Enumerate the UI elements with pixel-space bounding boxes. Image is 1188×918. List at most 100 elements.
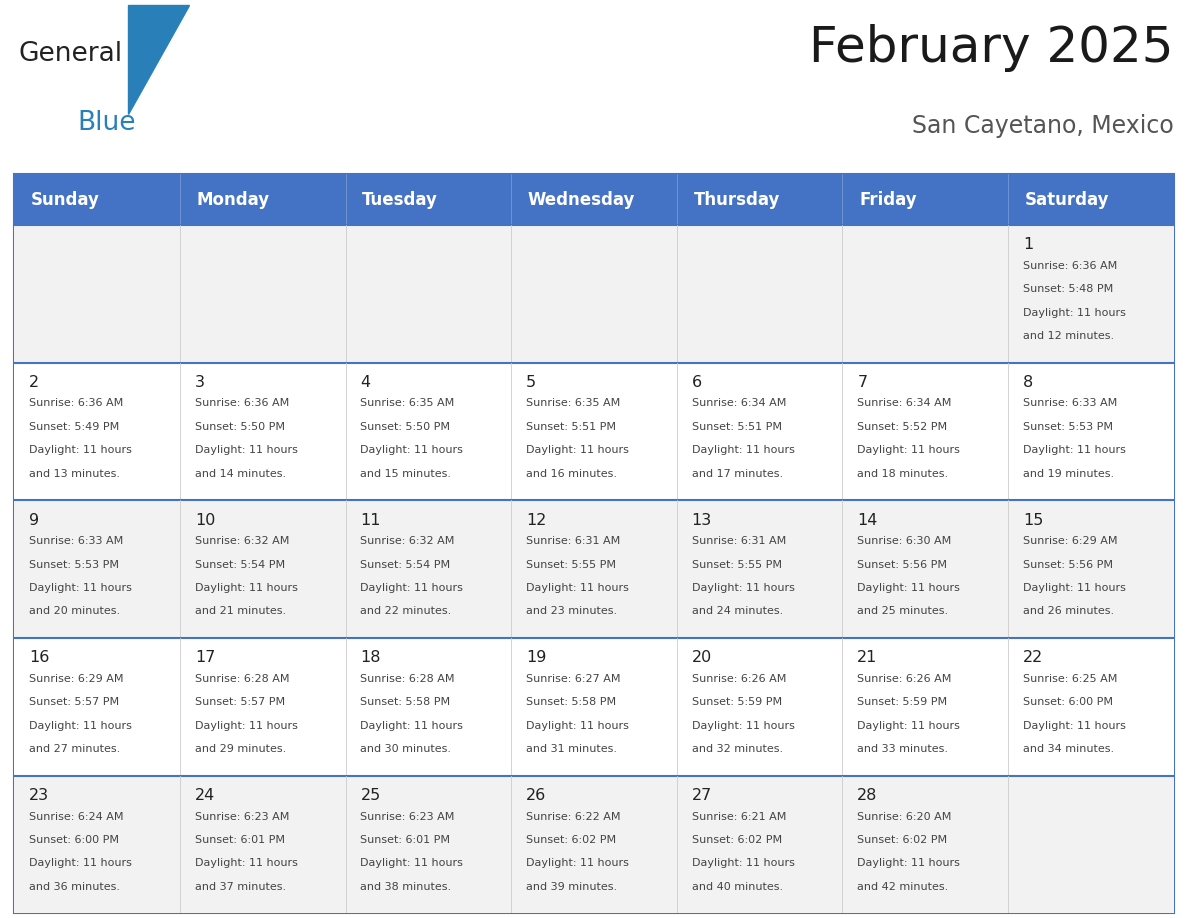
Text: Daylight: 11 hours: Daylight: 11 hours <box>30 445 132 455</box>
Text: Sunset: 5:51 PM: Sunset: 5:51 PM <box>526 422 617 431</box>
Text: 5: 5 <box>526 375 536 390</box>
Text: San Cayetano, Mexico: San Cayetano, Mexico <box>912 114 1174 138</box>
Text: and 38 minutes.: and 38 minutes. <box>360 881 451 891</box>
Text: Daylight: 11 hours: Daylight: 11 hours <box>360 583 463 593</box>
FancyBboxPatch shape <box>14 776 1174 913</box>
Text: and 39 minutes.: and 39 minutes. <box>526 881 618 891</box>
Text: Sunset: 5:54 PM: Sunset: 5:54 PM <box>360 559 450 569</box>
Text: and 20 minutes.: and 20 minutes. <box>30 606 120 616</box>
Text: and 14 minutes.: and 14 minutes. <box>195 468 286 478</box>
Text: 25: 25 <box>360 788 380 803</box>
Text: Sunset: 5:54 PM: Sunset: 5:54 PM <box>195 559 285 569</box>
Text: Sunset: 6:01 PM: Sunset: 6:01 PM <box>360 835 450 845</box>
Text: and 22 minutes.: and 22 minutes. <box>360 606 451 616</box>
Text: Sunrise: 6:31 AM: Sunrise: 6:31 AM <box>526 536 620 546</box>
Text: Friday: Friday <box>859 191 917 208</box>
Text: 21: 21 <box>858 650 878 666</box>
Text: and 34 minutes.: and 34 minutes. <box>1023 744 1114 754</box>
Text: 11: 11 <box>360 512 381 528</box>
Text: and 26 minutes.: and 26 minutes. <box>1023 606 1114 616</box>
Text: 23: 23 <box>30 788 49 803</box>
Text: Sunrise: 6:33 AM: Sunrise: 6:33 AM <box>1023 398 1117 409</box>
Text: Daylight: 11 hours: Daylight: 11 hours <box>30 858 132 868</box>
Text: Daylight: 11 hours: Daylight: 11 hours <box>30 721 132 731</box>
Text: February 2025: February 2025 <box>809 25 1174 73</box>
Text: Sunset: 6:00 PM: Sunset: 6:00 PM <box>30 835 119 845</box>
Text: and 13 minutes.: and 13 minutes. <box>30 468 120 478</box>
Text: 4: 4 <box>360 375 371 390</box>
Text: Sunset: 5:58 PM: Sunset: 5:58 PM <box>526 698 617 707</box>
Text: Daylight: 11 hours: Daylight: 11 hours <box>526 858 628 868</box>
Text: and 19 minutes.: and 19 minutes. <box>1023 468 1114 478</box>
Text: and 33 minutes.: and 33 minutes. <box>858 744 948 754</box>
Text: Sunrise: 6:21 AM: Sunrise: 6:21 AM <box>691 812 786 822</box>
Text: Daylight: 11 hours: Daylight: 11 hours <box>195 445 298 455</box>
Text: Sunrise: 6:36 AM: Sunrise: 6:36 AM <box>195 398 289 409</box>
Text: Daylight: 11 hours: Daylight: 11 hours <box>691 721 795 731</box>
Text: and 16 minutes.: and 16 minutes. <box>526 468 617 478</box>
Text: Sunset: 5:53 PM: Sunset: 5:53 PM <box>30 559 119 569</box>
Text: and 40 minutes.: and 40 minutes. <box>691 881 783 891</box>
Text: Sunrise: 6:26 AM: Sunrise: 6:26 AM <box>691 674 786 684</box>
Text: 22: 22 <box>1023 650 1043 666</box>
Text: Daylight: 11 hours: Daylight: 11 hours <box>526 721 628 731</box>
Text: Sunrise: 6:34 AM: Sunrise: 6:34 AM <box>691 398 786 409</box>
FancyBboxPatch shape <box>14 225 1174 363</box>
Text: 15: 15 <box>1023 512 1043 528</box>
Text: Sunset: 5:56 PM: Sunset: 5:56 PM <box>858 559 947 569</box>
Text: Sunday: Sunday <box>31 191 100 208</box>
Text: Sunset: 5:58 PM: Sunset: 5:58 PM <box>360 698 450 707</box>
FancyBboxPatch shape <box>14 363 1174 500</box>
Text: 8: 8 <box>1023 375 1034 390</box>
Text: Daylight: 11 hours: Daylight: 11 hours <box>360 858 463 868</box>
Polygon shape <box>128 6 189 114</box>
Text: Sunset: 6:02 PM: Sunset: 6:02 PM <box>858 835 948 845</box>
Text: Sunset: 6:02 PM: Sunset: 6:02 PM <box>691 835 782 845</box>
Text: Sunset: 5:55 PM: Sunset: 5:55 PM <box>691 559 782 569</box>
Text: 7: 7 <box>858 375 867 390</box>
Text: 28: 28 <box>858 788 878 803</box>
Text: Daylight: 11 hours: Daylight: 11 hours <box>691 583 795 593</box>
Text: and 17 minutes.: and 17 minutes. <box>691 468 783 478</box>
Text: Sunset: 6:01 PM: Sunset: 6:01 PM <box>195 835 285 845</box>
Text: Sunset: 5:55 PM: Sunset: 5:55 PM <box>526 559 617 569</box>
Text: and 21 minutes.: and 21 minutes. <box>195 606 286 616</box>
Text: Daylight: 11 hours: Daylight: 11 hours <box>195 721 298 731</box>
Text: Monday: Monday <box>196 191 270 208</box>
Text: Sunset: 5:57 PM: Sunset: 5:57 PM <box>30 698 119 707</box>
Text: Daylight: 11 hours: Daylight: 11 hours <box>1023 308 1126 318</box>
Text: Sunrise: 6:29 AM: Sunrise: 6:29 AM <box>30 674 124 684</box>
Text: 20: 20 <box>691 650 712 666</box>
Text: 17: 17 <box>195 650 215 666</box>
Text: 1: 1 <box>1023 237 1034 252</box>
Text: Sunset: 5:51 PM: Sunset: 5:51 PM <box>691 422 782 431</box>
Text: Sunrise: 6:29 AM: Sunrise: 6:29 AM <box>1023 536 1118 546</box>
Text: 26: 26 <box>526 788 546 803</box>
Text: Daylight: 11 hours: Daylight: 11 hours <box>195 583 298 593</box>
Text: and 30 minutes.: and 30 minutes. <box>360 744 451 754</box>
Text: Sunset: 6:02 PM: Sunset: 6:02 PM <box>526 835 617 845</box>
Text: and 42 minutes.: and 42 minutes. <box>858 881 949 891</box>
Text: Sunrise: 6:32 AM: Sunrise: 6:32 AM <box>360 536 455 546</box>
Text: Sunset: 5:48 PM: Sunset: 5:48 PM <box>1023 284 1113 294</box>
Text: General: General <box>18 41 122 67</box>
Text: Daylight: 11 hours: Daylight: 11 hours <box>360 721 463 731</box>
Text: Sunrise: 6:35 AM: Sunrise: 6:35 AM <box>526 398 620 409</box>
Text: 18: 18 <box>360 650 381 666</box>
Text: Sunrise: 6:23 AM: Sunrise: 6:23 AM <box>195 812 289 822</box>
Text: Sunrise: 6:36 AM: Sunrise: 6:36 AM <box>1023 261 1117 271</box>
FancyBboxPatch shape <box>14 638 1174 776</box>
Text: and 37 minutes.: and 37 minutes. <box>195 881 286 891</box>
Text: 27: 27 <box>691 788 712 803</box>
Text: Sunrise: 6:28 AM: Sunrise: 6:28 AM <box>360 674 455 684</box>
Text: and 15 minutes.: and 15 minutes. <box>360 468 451 478</box>
Text: Saturday: Saturday <box>1025 191 1110 208</box>
Text: Daylight: 11 hours: Daylight: 11 hours <box>691 445 795 455</box>
Text: Daylight: 11 hours: Daylight: 11 hours <box>858 858 960 868</box>
Text: Sunrise: 6:32 AM: Sunrise: 6:32 AM <box>195 536 289 546</box>
Text: Daylight: 11 hours: Daylight: 11 hours <box>1023 445 1126 455</box>
Text: 10: 10 <box>195 512 215 528</box>
Text: and 36 minutes.: and 36 minutes. <box>30 881 120 891</box>
Text: and 32 minutes.: and 32 minutes. <box>691 744 783 754</box>
Text: Daylight: 11 hours: Daylight: 11 hours <box>360 445 463 455</box>
